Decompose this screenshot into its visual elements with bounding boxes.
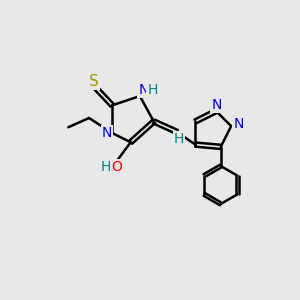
Text: S: S <box>89 74 99 88</box>
Text: H: H <box>174 132 184 146</box>
Text: N: N <box>212 98 222 112</box>
Text: H: H <box>147 82 158 97</box>
Text: O: O <box>111 160 122 174</box>
Text: N: N <box>138 82 148 97</box>
Text: N: N <box>102 126 112 140</box>
Text: H: H <box>100 160 111 174</box>
Text: N: N <box>233 117 244 131</box>
